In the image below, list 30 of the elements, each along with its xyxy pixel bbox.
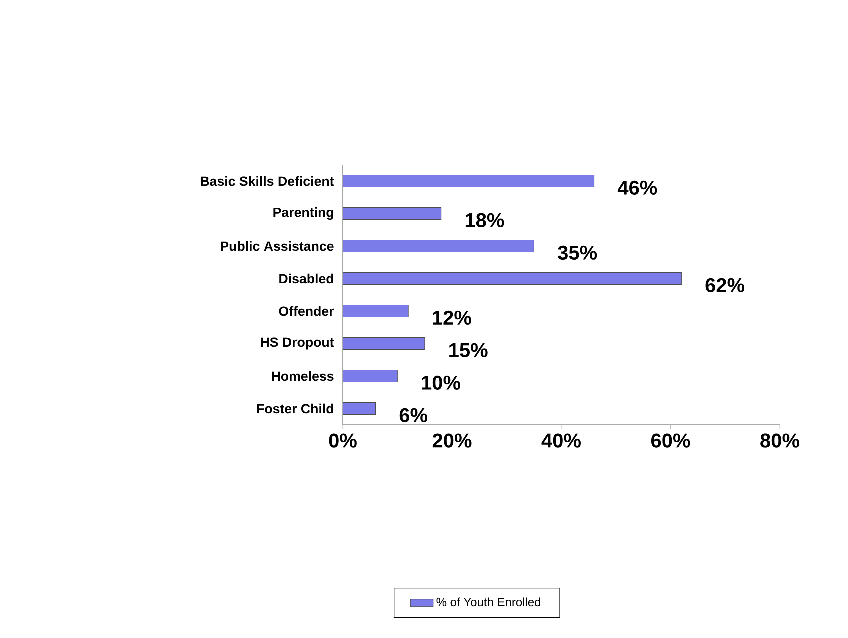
y-tick-label: Disabled — [280, 274, 334, 284]
bar — [343, 402, 376, 416]
bar — [343, 370, 398, 383]
bar — [343, 207, 442, 220]
bar — [343, 337, 426, 350]
data-label: 62% — [706, 278, 745, 292]
x-tick-label: 40% — [542, 434, 581, 448]
x-tick-label: 80% — [760, 434, 800, 448]
y-tick-label: Public Assistance — [221, 241, 334, 252]
y-tick-label: Foster Child — [257, 404, 334, 414]
data-label: 15% — [450, 343, 488, 358]
y-tick-label: Basic Skills Deficient — [201, 176, 334, 186]
data-label: 18% — [466, 213, 504, 228]
data-label: 12% — [433, 310, 472, 325]
data-label: 35% — [558, 246, 598, 260]
x-tick-label: 0% — [329, 434, 357, 448]
y-tick-label: HS Dropout — [261, 338, 334, 350]
bar — [343, 174, 595, 188]
data-label: 10% — [422, 376, 460, 390]
y-tick-label: Offender — [279, 306, 334, 316]
data-label: 6% — [400, 408, 428, 422]
y-tick-label: Parenting — [274, 208, 334, 220]
x-tick-label: 20% — [432, 434, 472, 448]
x-tick-label: 60% — [651, 434, 690, 448]
bar — [343, 272, 682, 286]
y-tick-label: Homeless — [272, 371, 334, 382]
data-label: 46% — [618, 180, 658, 195]
bar — [343, 240, 534, 253]
legend-label: % of Youth Enrolled — [436, 598, 540, 607]
bar — [343, 304, 409, 318]
